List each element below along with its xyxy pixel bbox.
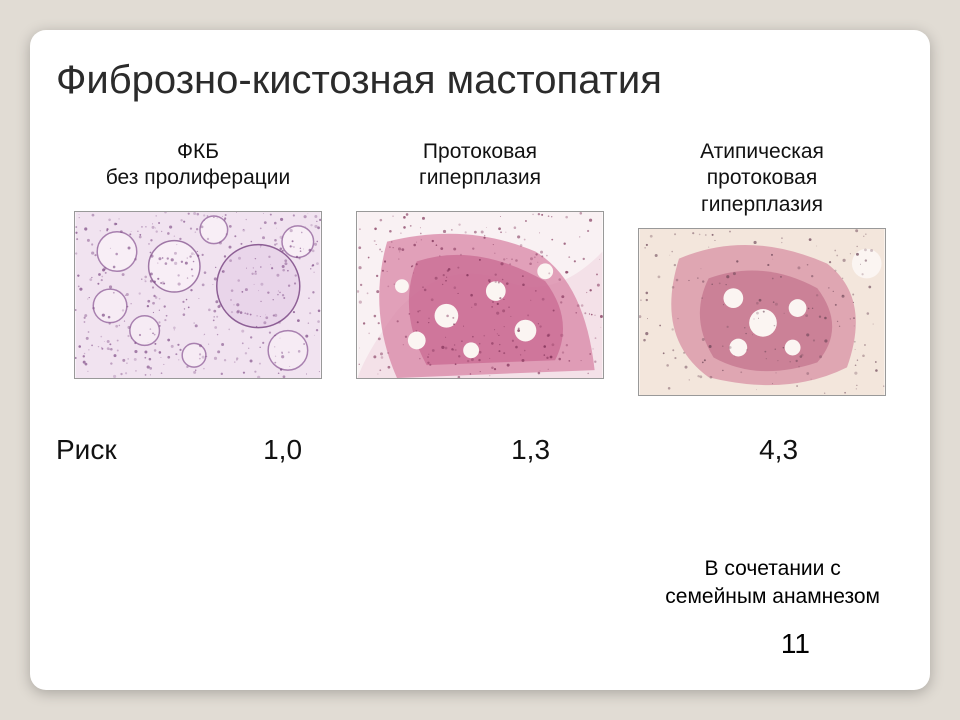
column-2-label: Протоковая гиперплазия	[419, 139, 541, 201]
histology-icon	[639, 229, 885, 395]
risk-value-3: 4,3	[655, 434, 903, 466]
column-2: Протоковая гиперплазия	[348, 139, 612, 396]
risk-row: Риск 1,0 1,3 4,3	[56, 434, 904, 466]
column-3: Атипическая протоковая гиперплазия	[630, 139, 894, 396]
histology-icon	[75, 212, 321, 378]
footnote: В сочетании с семейным анамнезом	[665, 555, 880, 610]
slide-card: Фиброзно-кистозная мастопатия ФКБ без пр…	[30, 30, 930, 690]
column-1-label-line1: ФКБ	[106, 139, 291, 165]
column-1-label-line2: без пролиферации	[106, 165, 291, 191]
column-3-label-line1: Атипическая	[700, 139, 824, 165]
column-1-label: ФКБ без пролиферации	[106, 139, 291, 201]
slide-title: Фиброзно-кистозная мастопатия	[56, 58, 904, 103]
column-2-label-line1: Протоковая	[419, 139, 541, 165]
column-3-label-line2: протоковая	[700, 165, 824, 191]
footnote-line1: В сочетании с	[665, 555, 880, 582]
footnote-value: 11	[781, 628, 810, 660]
histology-icon	[357, 212, 603, 378]
column-3-label-line3: гиперплазия	[700, 192, 824, 218]
column-3-label: Атипическая протоковая гиперплазия	[700, 139, 824, 218]
column-2-label-line2: гиперплазия	[419, 165, 541, 191]
risk-value-2: 1,3	[407, 434, 655, 466]
footnote-line2: семейным анамнезом	[665, 583, 880, 610]
histology-image-3	[638, 228, 886, 396]
risk-label: Риск	[56, 434, 117, 466]
risk-values: 1,0 1,3 4,3	[159, 434, 959, 466]
columns-row: ФКБ без пролиферации Протоковая гиперпла…	[56, 139, 904, 396]
column-1: ФКБ без пролиферации	[66, 139, 330, 396]
histology-image-1	[74, 211, 322, 379]
risk-value-1: 1,0	[159, 434, 407, 466]
histology-image-2	[356, 211, 604, 379]
